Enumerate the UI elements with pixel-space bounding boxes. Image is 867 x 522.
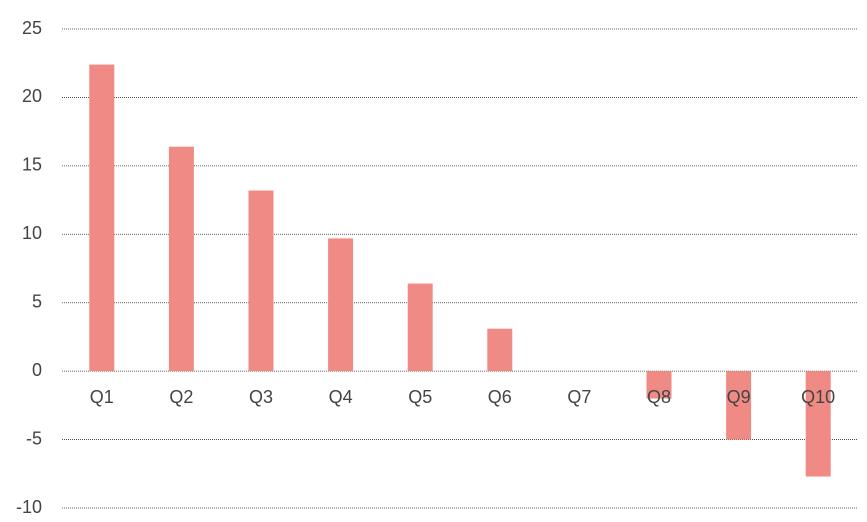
y-tick-label: -10 — [16, 497, 42, 517]
bar — [646, 371, 672, 399]
x-tick-label: Q7 — [567, 387, 591, 407]
bar — [168, 146, 194, 372]
y-tick-label: -5 — [26, 428, 42, 448]
y-tick-label: 0 — [32, 360, 42, 380]
x-tick-label: Q6 — [488, 387, 512, 407]
bar — [726, 371, 752, 440]
bar — [328, 238, 354, 372]
y-tick-label: 20 — [22, 86, 42, 106]
x-tick-label: Q9 — [727, 387, 751, 407]
bar — [407, 283, 433, 372]
x-tick-label: Q3 — [249, 387, 273, 407]
y-tick-label: 15 — [22, 155, 42, 175]
y-tick-label: 5 — [32, 291, 42, 311]
bar — [487, 328, 513, 372]
x-tick-label: Q2 — [169, 387, 193, 407]
x-tick-label: Q1 — [90, 387, 114, 407]
x-tick-label: Q8 — [647, 387, 671, 407]
x-tick-label: Q4 — [329, 387, 353, 407]
y-tick-label: 25 — [22, 18, 42, 38]
bar — [248, 190, 274, 372]
x-tick-label: Q10 — [801, 387, 835, 407]
x-tick-label: Q5 — [408, 387, 432, 407]
y-tick-label: 10 — [22, 223, 42, 243]
bar — [805, 371, 831, 477]
bar — [89, 64, 115, 372]
